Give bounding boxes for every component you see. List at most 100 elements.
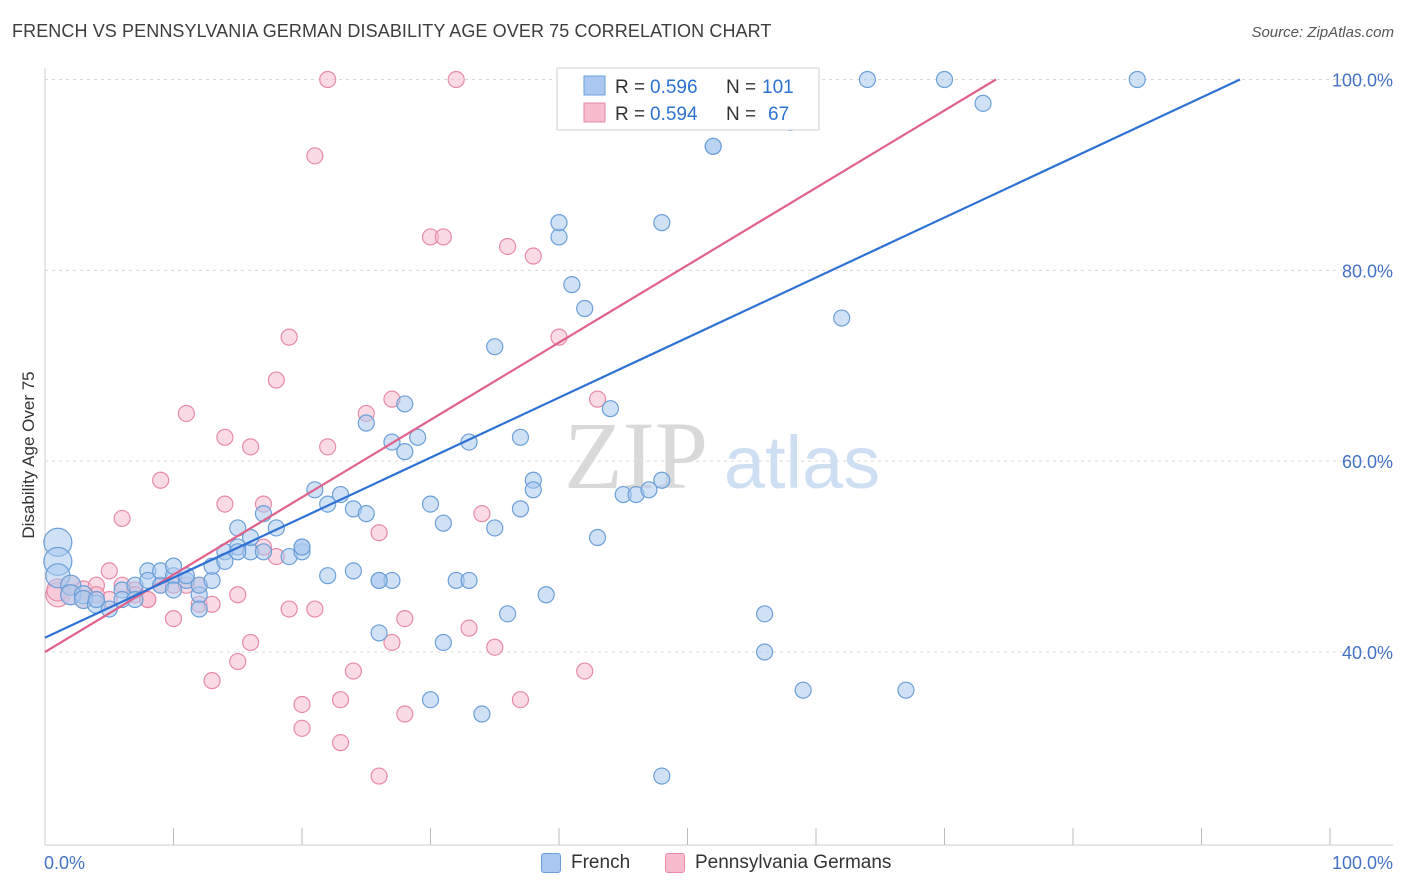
- data-point-french: [434, 514, 452, 532]
- axes: [44, 68, 1393, 846]
- data-point-french: [524, 481, 542, 499]
- data-point-french: [794, 681, 812, 699]
- data-point-french: [897, 681, 915, 699]
- data-point-penn: [113, 509, 131, 528]
- trend-line-penn: [44, 78, 997, 653]
- data-point-french: [370, 624, 388, 642]
- data-point-penn: [306, 600, 324, 618]
- data-point-french: [653, 214, 671, 232]
- data-point-penn: [524, 247, 542, 265]
- data-point-penn: [203, 672, 221, 690]
- data-point-french: [511, 428, 530, 446]
- data-point-penn: [447, 70, 465, 89]
- data-point-penn: [344, 662, 362, 680]
- y-tick-label: 60.0%: [1342, 452, 1393, 472]
- data-point-penn: [242, 633, 260, 652]
- data-point-french: [550, 214, 568, 232]
- series-french: [43, 70, 1146, 785]
- data-point-french: [203, 571, 221, 590]
- stats-legend-swatch-penn: [583, 102, 606, 123]
- data-point-french: [858, 70, 877, 89]
- data-point-penn: [370, 767, 388, 785]
- data-point-french: [755, 605, 774, 623]
- data-point-penn: [306, 147, 324, 165]
- data-point-french: [293, 538, 311, 556]
- stats-legend-r-value-penn: 0.594: [650, 104, 698, 125]
- y-tick-label: 100.0%: [1332, 71, 1393, 91]
- data-point-french: [1128, 70, 1146, 89]
- grid-lines: [45, 79, 1393, 653]
- data-point-french: [396, 443, 414, 461]
- data-point-french: [190, 600, 208, 618]
- data-point-penn: [331, 691, 350, 709]
- legend-swatch-penn: [665, 853, 685, 873]
- data-point-french: [550, 228, 568, 246]
- data-point-french: [87, 590, 106, 609]
- watermark: ZIP atlas: [564, 402, 880, 509]
- tick-labels: 40.0% 60.0% 80.0% 100.0% 0.0% 100.0%: [44, 71, 1393, 874]
- data-point-french: [576, 299, 594, 318]
- data-point-penn: [177, 404, 195, 423]
- data-point-penn: [319, 438, 337, 456]
- data-point-french: [460, 571, 478, 590]
- data-point-french: [473, 705, 491, 723]
- x-tick-label-max: 100.0%: [1332, 853, 1393, 873]
- legend-item-french[interactable]: French: [541, 852, 630, 874]
- data-point-french: [833, 309, 851, 327]
- data-point-french: [653, 767, 671, 785]
- legend-item-penn[interactable]: Pennsylvania Germans: [665, 852, 891, 874]
- data-point-french: [511, 500, 530, 518]
- data-point-penn: [280, 328, 298, 346]
- data-point-penn: [242, 438, 260, 456]
- data-point-french: [357, 505, 375, 523]
- data-point-penn: [216, 495, 234, 513]
- stats-legend: R = 0.596 N = 101 R = 0.594 N = 67: [556, 67, 820, 131]
- data-point-penn: [434, 228, 452, 246]
- watermark-atlas: atlas: [724, 421, 880, 504]
- y-tick-label: 80.0%: [1342, 261, 1393, 281]
- stats-legend-n-label-french: N =: [726, 77, 756, 98]
- legend-label-french: French: [571, 852, 631, 873]
- data-point-french: [434, 633, 452, 652]
- data-point-penn: [319, 70, 337, 89]
- data-point-penn: [280, 600, 298, 618]
- data-point-french: [164, 581, 183, 599]
- data-point-french: [344, 562, 362, 580]
- chart-title: FRENCH VS PENNSYLVANIA GERMAN DISABILITY…: [12, 21, 772, 41]
- source-label: Source: ZipAtlas.com: [1251, 24, 1394, 41]
- data-point-french: [409, 428, 427, 446]
- legend-label-penn: Pennsylvania Germans: [695, 852, 892, 873]
- data-point-penn: [164, 610, 183, 628]
- y-axis-label: Disability Age Over 75: [19, 371, 38, 538]
- data-point-french: [421, 495, 440, 513]
- data-point-french: [974, 94, 992, 112]
- data-point-penn: [486, 638, 504, 656]
- data-point-french: [935, 70, 954, 89]
- data-point-french: [563, 276, 581, 294]
- data-point-french: [755, 643, 774, 661]
- data-point-french: [704, 137, 722, 155]
- data-point-french: [319, 567, 337, 585]
- data-point-french: [254, 543, 273, 561]
- data-point-penn: [460, 619, 478, 637]
- data-point-penn: [229, 586, 247, 604]
- bottom-legend: French Pennsylvania Germans: [0, 852, 1406, 878]
- y-tick-label: 40.0%: [1342, 643, 1393, 663]
- data-point-penn: [152, 471, 170, 489]
- stats-legend-r-label-penn: R =: [615, 104, 645, 125]
- trend-line-french: [44, 78, 1241, 639]
- data-point-penn: [396, 705, 414, 723]
- x-tick-label-min: 0.0%: [44, 853, 85, 873]
- data-point-penn: [396, 610, 414, 628]
- data-point-french: [653, 471, 671, 489]
- data-point-penn: [370, 524, 388, 542]
- data-point-penn: [576, 662, 594, 680]
- data-point-penn: [216, 428, 234, 446]
- stats-legend-n-value-penn: 67: [768, 104, 789, 125]
- data-point-french: [588, 528, 607, 547]
- data-point-penn: [588, 390, 607, 408]
- data-point-french: [396, 395, 414, 413]
- stats-legend-r-label-french: R =: [615, 77, 645, 98]
- data-point-french: [370, 571, 388, 590]
- data-point-french: [486, 519, 504, 537]
